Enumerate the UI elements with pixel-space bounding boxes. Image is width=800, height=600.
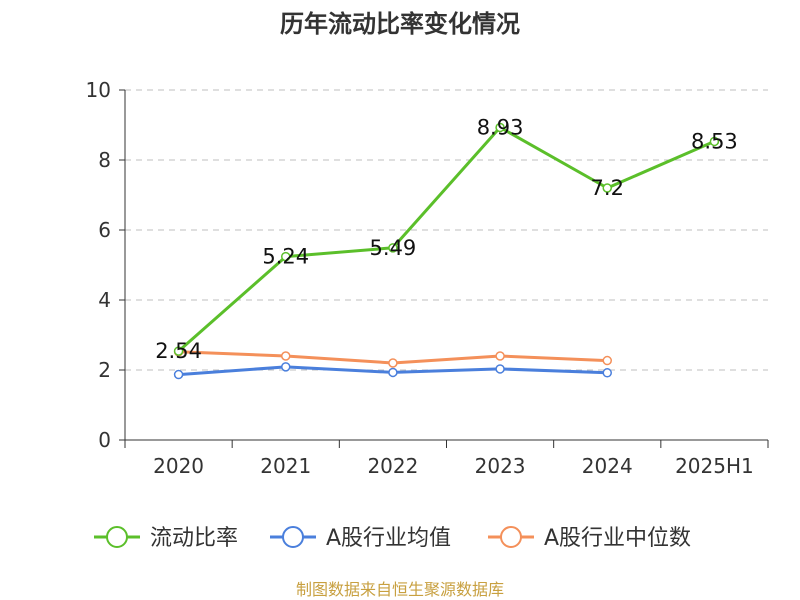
y-tick-label-6: 6 xyxy=(98,218,111,242)
series-layer xyxy=(173,122,720,380)
data-label-layer: 2.54 5.24 5.49 8.93 7.2 8.53 xyxy=(155,115,738,363)
legend-swatch-marker-0 xyxy=(106,526,128,548)
x-tick-label-2021: 2021 xyxy=(260,454,311,478)
legend-label-2: A股行业中位数 xyxy=(544,526,691,551)
series-2-point-2024 xyxy=(602,355,612,366)
x-tick-label-2024: 2024 xyxy=(582,454,633,478)
series-1-point-2020 xyxy=(173,369,184,380)
y-tick-label-0: 0 xyxy=(98,428,111,452)
series-0-point-2025H1 xyxy=(709,136,720,147)
legend-item-2: A股行业中位数 xyxy=(488,526,691,551)
data-label-2022: 5.49 xyxy=(370,236,417,260)
series-2-point-2023 xyxy=(495,351,505,361)
series-0-point-2022 xyxy=(388,243,398,253)
series-line-0 xyxy=(177,125,715,353)
data-label-2025H1: 8.53 xyxy=(691,129,738,153)
legend-item-0: 流动比率 xyxy=(94,526,238,551)
series-0-point-2023 xyxy=(495,122,505,133)
series-2-point-2021 xyxy=(281,351,291,361)
y-tick-label-4: 4 xyxy=(98,288,111,312)
series-0-point-2024 xyxy=(602,183,612,193)
series-1-point-2022 xyxy=(388,367,398,378)
data-label-2023: 8.93 xyxy=(477,115,524,139)
series-0-point-2020 xyxy=(173,346,184,356)
data-label-2024: 7.2 xyxy=(591,176,624,200)
x-tick-label-2023: 2023 xyxy=(475,454,526,478)
series-2-point-2022 xyxy=(388,358,398,368)
axis-layer: 0 2 4 6 8 10 2020 2021 2022 2023 2024 2025H1 xyxy=(86,78,769,478)
series-0-point-2021 xyxy=(281,251,291,262)
chart-title: 历年流动比率变化情况 xyxy=(280,10,520,38)
legend-label-0: 流动比率 xyxy=(150,526,238,551)
legend: 流动比率 A股行业均值 A股行业中位数 xyxy=(94,526,691,551)
legend-item-1: A股行业均值 xyxy=(270,526,451,551)
data-label-2021: 5.24 xyxy=(262,245,309,269)
x-tick-label-2022: 2022 xyxy=(367,454,418,478)
y-tick-label-2: 2 xyxy=(98,358,111,382)
series-1-point-2023 xyxy=(495,364,505,374)
x-tick-label-2025H1: 2025H1 xyxy=(675,454,754,478)
y-tick-label-10: 10 xyxy=(86,78,111,102)
data-label-2020: 2.54 xyxy=(155,339,202,363)
grid-layer xyxy=(125,89,768,371)
legend-swatch-marker-2 xyxy=(500,526,522,548)
y-tick-label-8: 8 xyxy=(98,148,111,172)
series-1-point-2021 xyxy=(281,362,291,372)
source-note: 制图数据来自恒生聚源数据库 xyxy=(296,580,504,599)
series-1-point-2024 xyxy=(602,368,612,378)
x-tick-label-2020: 2020 xyxy=(153,454,204,478)
legend-swatch-marker-1 xyxy=(282,526,304,548)
legend-label-1: A股行业均值 xyxy=(326,526,451,551)
